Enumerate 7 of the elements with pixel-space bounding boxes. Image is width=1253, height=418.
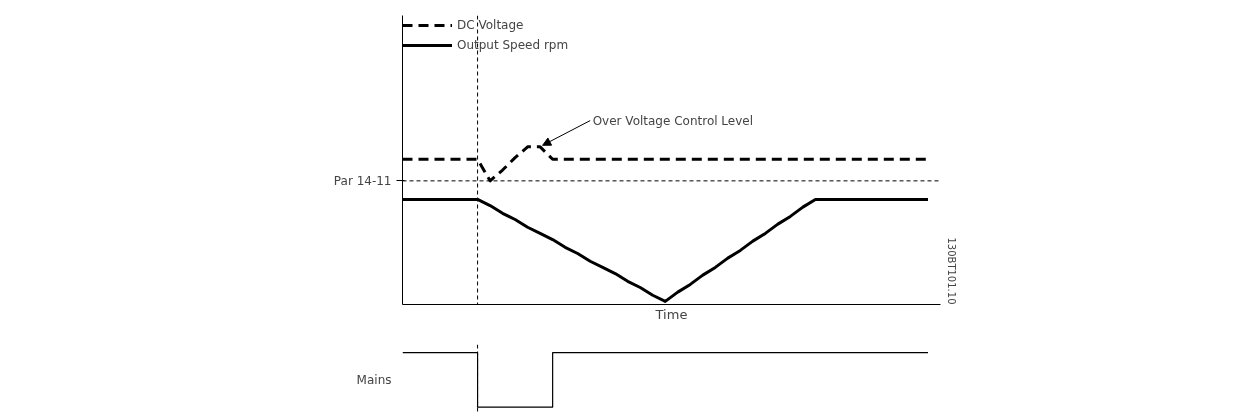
legend-label: Output Speed rpm bbox=[457, 38, 569, 52]
text: Over Voltage Control Level bbox=[592, 113, 754, 128]
series-label: Mains bbox=[356, 372, 392, 387]
ref-line-label: Par 14-11 bbox=[333, 173, 392, 188]
text: 130BT101.10 bbox=[945, 237, 957, 305]
x-axis-title: Time bbox=[654, 306, 688, 322]
legend-label: DC Voltage bbox=[457, 18, 524, 32]
